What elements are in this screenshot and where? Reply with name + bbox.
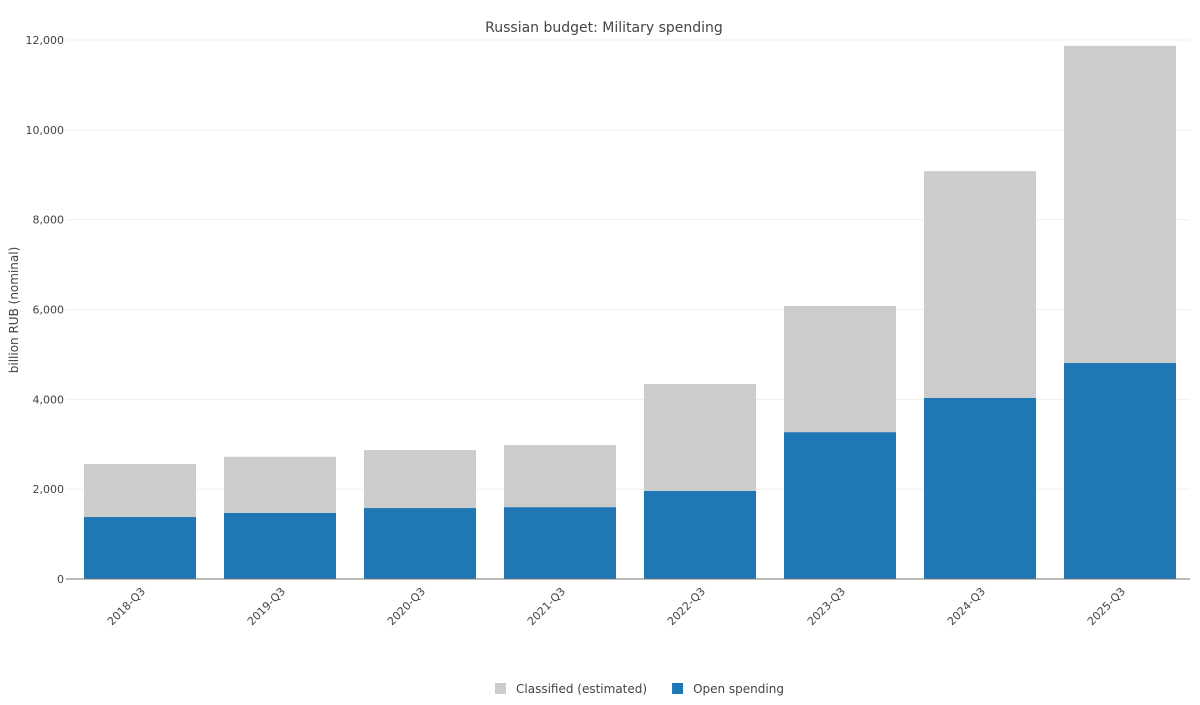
bar-open-spending-2018-Q3 <box>84 517 196 579</box>
legend-label: Classified (estimated) <box>516 682 647 696</box>
bar-classified-estimated-2023-Q3 <box>784 305 896 433</box>
x-tick-label: 2021-Q3 <box>525 585 568 628</box>
bar-classified-estimated-2025-Q3 <box>1064 45 1176 363</box>
y-axis-ticks: 0 2,000 4,000 6,000 8,000 10,000 12,000 <box>26 34 65 586</box>
x-tick-label: 2019-Q3 <box>245 585 288 628</box>
x-tick-label: 2018-Q3 <box>105 585 148 628</box>
y-tick-label: 6,000 <box>33 304 65 317</box>
bar-open-spending-2023-Q3 <box>784 432 896 579</box>
chart-title: Russian budget: Military spending <box>485 20 723 36</box>
bar-classified-estimated-2021-Q3 <box>504 445 616 508</box>
bar-classified-estimated-2020-Q3 <box>364 450 476 509</box>
y-tick-label: 10,000 <box>26 124 65 137</box>
y-axis-label: billion RUB (nominal) <box>7 247 21 374</box>
bar-open-spending-2021-Q3 <box>504 507 616 579</box>
bars <box>84 45 1176 579</box>
legend-swatch <box>672 683 684 694</box>
x-tick-label: 2025-Q3 <box>1085 585 1128 628</box>
x-tick-label: 2023-Q3 <box>805 585 848 628</box>
y-tick-label: 2,000 <box>33 483 65 496</box>
bar-classified-estimated-2018-Q3 <box>84 464 196 518</box>
bar-classified-estimated-2024-Q3 <box>924 171 1036 398</box>
bar-open-spending-2025-Q3 <box>1064 362 1176 579</box>
bar-open-spending-2020-Q3 <box>364 508 476 579</box>
bar-open-spending-2022-Q3 <box>644 490 756 579</box>
bar-open-spending-2024-Q3 <box>924 397 1036 579</box>
bar-classified-estimated-2022-Q3 <box>644 384 756 491</box>
legend-swatch <box>495 683 506 694</box>
x-tick-label: 2020-Q3 <box>385 585 428 628</box>
y-tick-label: 0 <box>57 573 64 586</box>
bar-classified-estimated-2019-Q3 <box>224 456 336 513</box>
legend: Classified (estimated) Open spending <box>495 682 784 696</box>
x-axis-ticks: 2018-Q3 2019-Q3 2020-Q3 2021-Q3 2022-Q3 2023-… <box>105 585 1128 628</box>
x-tick-label: 2024-Q3 <box>945 585 988 628</box>
bar-open-spending-2019-Q3 <box>224 512 336 579</box>
legend-label: Open spending <box>693 682 784 696</box>
y-tick-label: 12,000 <box>26 34 65 47</box>
x-tick-label: 2022-Q3 <box>665 585 708 628</box>
y-tick-label: 8,000 <box>33 214 65 227</box>
y-tick-label: 4,000 <box>33 393 65 406</box>
